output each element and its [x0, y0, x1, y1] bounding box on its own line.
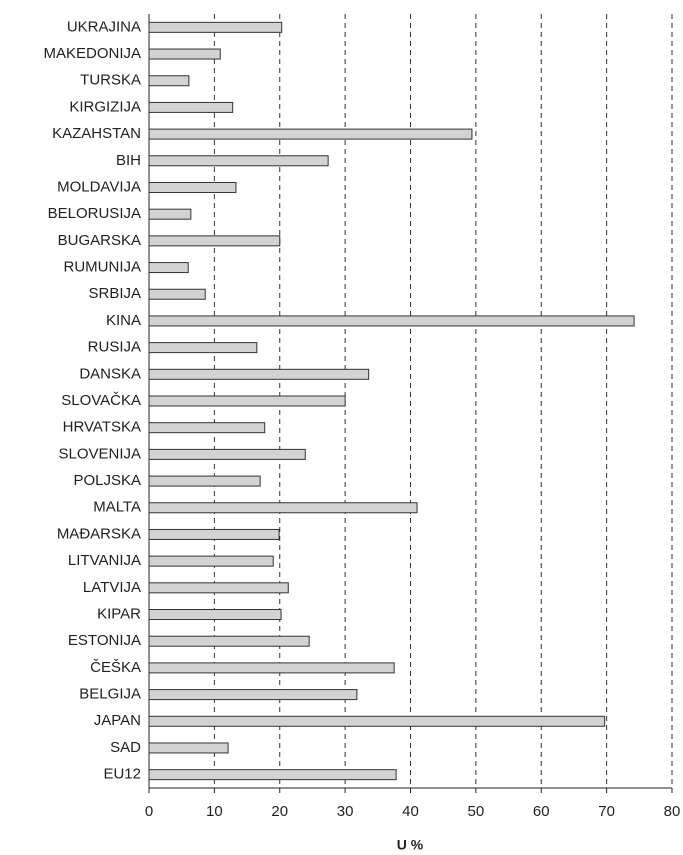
- y-tick-label: ESTONIJA: [68, 632, 141, 649]
- y-tick-label: TURSKA: [80, 72, 141, 89]
- y-tick-label: KIRGIZIJA: [69, 98, 141, 115]
- y-tick-label: KINA: [106, 312, 141, 329]
- bar: [148, 21, 283, 33]
- y-tick-label: RUSIJA: [88, 339, 141, 356]
- y-tick-label: KAZAHSTAN: [52, 125, 141, 142]
- y-tick-label: UKRAJINA: [67, 18, 141, 35]
- bar: [148, 689, 358, 701]
- y-tick-label: LATVIJA: [83, 579, 141, 596]
- bar: [148, 609, 282, 621]
- bar: [148, 208, 192, 220]
- bar: [148, 315, 635, 327]
- y-tick-label: MOLDAVIJA: [57, 178, 141, 195]
- bar: [148, 395, 346, 407]
- x-tick-label: 10: [206, 803, 223, 820]
- bar: [148, 742, 229, 754]
- bar: [148, 555, 274, 567]
- bar: [148, 475, 261, 487]
- y-tick-label: BELORUSIJA: [48, 205, 141, 222]
- x-axis-label: U %: [397, 837, 424, 853]
- bar: [148, 262, 189, 274]
- bar: [148, 662, 395, 674]
- y-tick-label: MALTA: [93, 499, 141, 516]
- bar: [148, 48, 221, 60]
- bar: [148, 155, 329, 167]
- y-tick-label: LITVANIJA: [68, 552, 141, 569]
- bar: [148, 769, 397, 781]
- y-tick-label: POLJSKA: [73, 472, 141, 489]
- bar: [148, 528, 280, 540]
- bar: [148, 502, 418, 514]
- x-tick-label: 60: [533, 803, 550, 820]
- x-tick-label: 50: [468, 803, 485, 820]
- x-tick-label: 40: [402, 803, 419, 820]
- y-tick-label: SRBIJA: [88, 285, 141, 302]
- bar: [148, 235, 281, 247]
- bar: [148, 368, 370, 380]
- x-tick-label: 0: [145, 803, 153, 820]
- x-tick-label: 20: [271, 803, 288, 820]
- bar: [148, 635, 310, 647]
- x-tick-label: 70: [598, 803, 615, 820]
- bar: [148, 128, 473, 140]
- y-tick-label: SLOVAČKA: [61, 392, 141, 409]
- x-tick-label: 80: [664, 803, 681, 820]
- y-tick-label: HRVATSKA: [63, 419, 141, 436]
- bar: [148, 342, 258, 354]
- bar: [148, 181, 237, 193]
- y-tick-label: SLOVENIJA: [58, 445, 141, 462]
- bar: [148, 101, 234, 113]
- y-tick-label: BUGARSKA: [58, 232, 141, 249]
- y-tick-label: BELGIJA: [79, 686, 141, 703]
- y-tick-label: RUMUNIJA: [64, 259, 142, 276]
- bar: [148, 582, 289, 594]
- y-tick-label: JAPAN: [94, 712, 141, 729]
- y-tick-label: ČEŠKA: [90, 659, 141, 676]
- bar: [148, 715, 606, 727]
- bar: [148, 422, 266, 434]
- y-tick-label: DANSKA: [79, 365, 141, 382]
- y-tick-label: EU12: [103, 766, 141, 783]
- y-tick-label: BIH: [116, 152, 141, 169]
- bar: [148, 75, 190, 87]
- x-tick-label: 30: [337, 803, 354, 820]
- y-tick-label: SAD: [110, 739, 141, 756]
- bar: [148, 448, 306, 460]
- y-tick-label: MAĐARSKA: [57, 525, 141, 542]
- y-tick-label: MAKEDONIJA: [43, 45, 141, 62]
- y-tick-label: KIPAR: [97, 605, 141, 622]
- bar: [148, 288, 206, 300]
